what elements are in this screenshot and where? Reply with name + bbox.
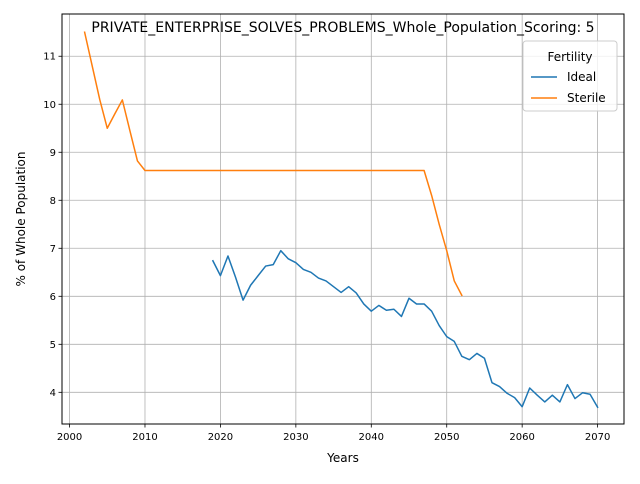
y-tick-label: 4 — [50, 388, 56, 399]
x-tick-label: 2010 — [132, 432, 157, 443]
plot-frame — [61, 13, 625, 425]
y-tick-label: 9 — [50, 148, 56, 159]
x-tick-label: 2030 — [283, 432, 308, 443]
series-layer — [83, 31, 599, 409]
x-tick-label: 2020 — [208, 432, 233, 443]
legend-label-sterile: Sterile — [567, 91, 606, 105]
series-line-ideal — [211, 249, 599, 409]
series-line-sterile — [83, 31, 463, 297]
chart-title: PRIVATE_ENTERPRISE_SOLVES_PROBLEMS_Whole… — [91, 20, 594, 36]
y-tick-label: 11 — [43, 52, 56, 63]
x-tick-label: 2040 — [359, 432, 384, 443]
y-tick-label: 6 — [50, 292, 56, 303]
x-tick-label: 2070 — [585, 432, 610, 443]
y-tick-label: 7 — [50, 244, 56, 255]
legend-box — [522, 40, 618, 112]
y-tick-label: 8 — [50, 196, 56, 207]
x-axis-label: Years — [326, 451, 359, 465]
y-tick-label: 5 — [50, 340, 56, 351]
legend-label-ideal: Ideal — [567, 70, 596, 84]
x-tick-label: 2050 — [434, 432, 459, 443]
x-tick-label: 2000 — [57, 432, 82, 443]
legend-title: Fertility — [547, 50, 592, 64]
y-axis-ticks: 4 5 6 7 8 9 10 11 — [43, 52, 62, 399]
legend: Fertility Ideal Sterile — [522, 40, 618, 112]
x-tick-label: 2060 — [509, 432, 534, 443]
y-axis-label: % of Whole Population — [14, 152, 28, 287]
y-tick-label: 10 — [43, 100, 56, 111]
x-axis-ticks: 2000 2010 2020 2030 2040 2050 2060 2070 — [57, 424, 610, 443]
